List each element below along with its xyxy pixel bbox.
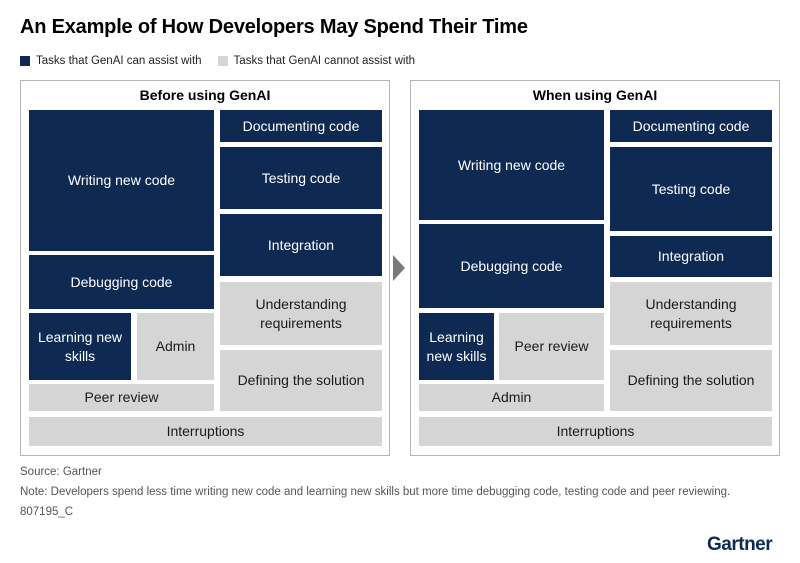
- legend-swatch-no-assist: [217, 56, 228, 66]
- panel-before: Before using GenAI Writing new code Docu…: [20, 80, 390, 456]
- before-block-integration: Integration: [220, 214, 382, 276]
- before-block-testing-code: Testing code: [220, 147, 382, 209]
- before-block-peer-review: Peer review: [29, 384, 214, 411]
- legend-label-assist: Tasks that GenAI can assist with: [36, 55, 202, 67]
- legend-label-no-assist: Tasks that GenAI cannot assist with: [233, 55, 416, 67]
- after-block-writing-new-code: Writing new code: [419, 110, 604, 220]
- after-block-documenting-code: Documenting code: [610, 110, 772, 142]
- before-block-defining-the-solution: Defining the solution: [220, 350, 382, 411]
- before-block-learning-new-skills: Learning new skills: [29, 313, 131, 380]
- legend-item-assist: Tasks that GenAI can assist with: [20, 55, 202, 67]
- arrow-right-icon: [393, 255, 405, 281]
- panel-before-title: Before using GenAI: [139, 87, 271, 103]
- footer-code: 807195_C: [20, 506, 74, 518]
- panel-after: When using GenAI Writing new code Docume…: [410, 80, 780, 456]
- after-block-peer-review: Peer review: [499, 313, 604, 380]
- before-block-interruptions: Interruptions: [29, 417, 382, 446]
- after-block-learning-new-skills: Learning new skills: [419, 313, 494, 380]
- legend: Tasks that GenAI can assist with Tasks t…: [20, 55, 431, 67]
- legend-item-no-assist: Tasks that GenAI cannot assist with: [217, 55, 416, 67]
- after-block-testing-code: Testing code: [610, 147, 772, 231]
- before-block-documenting-code: Documenting code: [220, 110, 382, 142]
- after-block-debugging-code: Debugging code: [419, 224, 604, 308]
- legend-swatch-assist: [20, 56, 30, 66]
- before-block-writing-new-code: Writing new code: [29, 110, 214, 251]
- before-block-admin: Admin: [137, 313, 214, 380]
- gartner-logo: Gartner: [707, 534, 773, 555]
- after-block-integration: Integration: [610, 236, 772, 277]
- after-block-understanding-requirements: Understanding requirements: [610, 282, 772, 345]
- footer-source: Source: Gartner: [20, 466, 102, 478]
- footer-note: Note: Developers spend less time writing…: [20, 486, 731, 498]
- chart-title: An Example of How Developers May Spend T…: [20, 16, 528, 38]
- before-block-debugging-code: Debugging code: [29, 255, 214, 309]
- before-block-understanding-requirements: Understanding requirements: [220, 282, 382, 345]
- panel-after-title: When using GenAI: [532, 87, 658, 103]
- after-block-interruptions: Interruptions: [419, 417, 772, 446]
- after-block-admin: Admin: [419, 384, 604, 411]
- after-block-defining-the-solution: Defining the solution: [610, 350, 772, 411]
